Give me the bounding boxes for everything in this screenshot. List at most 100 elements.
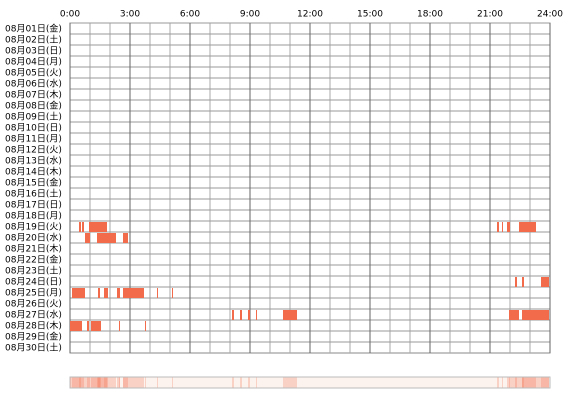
activity-segment [97,233,116,243]
summary-segment [157,377,158,388]
activity-segment [82,222,84,232]
activity-segment [70,321,82,331]
row-label: 08月10日(日) [5,123,62,134]
row-label: 08月22日(金) [5,254,62,266]
row-label: 08月06日(水) [5,78,62,90]
activity-segment [502,222,503,232]
summary-segment [123,377,144,388]
x-tick-label: 21:00 [477,10,503,20]
summary-segment [104,377,108,388]
summary-segment [515,377,517,388]
activity-segment [172,288,173,298]
activity-segment [89,222,107,232]
summary-segment [497,377,499,388]
summary-segment [522,377,524,388]
x-tick-label: 12:00 [297,10,323,20]
row-label: 08月16日(土) [5,188,62,200]
summary-segment [507,377,510,388]
row-label: 08月05日(火) [5,68,62,79]
summary-segment [145,377,146,388]
summary-segment [98,377,100,388]
row-label: 08月26日(火) [5,299,62,310]
activity-segment [119,321,120,331]
x-tick-label: 3:00 [120,10,140,20]
row-label: 08月15日(金) [5,177,62,189]
row-label: 08月19日(火) [5,222,62,233]
summary-segment [519,377,536,388]
row-label: 08月27日(水) [5,309,62,321]
row-label: 08月04日(月) [5,57,62,68]
x-tick-label: 15:00 [357,10,383,20]
x-tick-label: 0:00 [60,10,80,20]
summary-segment [89,377,107,388]
activity-segment [283,310,297,320]
row-label: 08月29日(金) [5,331,62,343]
row-label: 08月12日(火) [5,145,62,156]
summary-segment [232,377,234,388]
summary-segment [82,377,84,388]
row-label: 08月25日(月) [5,288,62,299]
activity-segment [98,288,100,298]
activity-segment [522,310,549,320]
activity-segment [515,277,517,287]
summary-segment [87,377,89,388]
activity-segment [507,222,510,232]
activity-segment [519,222,536,232]
summary-segment [119,377,120,388]
row-label: 08月14日(木) [5,166,62,178]
activity-segment [79,222,81,232]
summary-segment [283,377,297,388]
summary-segment [70,377,82,388]
row-label: 08月18日(月) [5,211,62,222]
x-tick-label: 24:00 [537,10,563,20]
summary-segment [123,377,128,388]
summary-segment [502,377,503,388]
row-label: 08月30日(土) [5,342,62,354]
row-label: 08月17日(日) [5,200,62,211]
row-label: 08月21日(木) [5,243,62,255]
activity-segment [91,321,101,331]
activity-segment [497,222,499,232]
summary-segment [72,377,85,388]
activity-segment [145,321,146,331]
row-label: 08月03日(日) [5,46,62,57]
row-label: 08月24日(日) [5,277,62,288]
row-label: 08月23日(土) [5,265,62,277]
activity-segment [87,321,89,331]
row-label: 08月11日(月) [5,134,62,145]
x-tick-label: 9:00 [240,10,260,20]
summary-segment [240,377,242,388]
summary-segment [91,377,101,388]
x-tick-label: 6:00 [180,10,200,20]
summary-strip [69,376,551,389]
activity-segment [509,310,519,320]
activity-segment [123,288,144,298]
row-label: 08月08日(金) [5,100,62,112]
summary-segment [172,377,173,388]
row-label: 08月02日(土) [5,34,62,46]
summary-segment [79,377,81,388]
activity-segment [522,277,524,287]
activity-segment [123,233,128,243]
row-label: 08月09日(土) [5,111,62,123]
activity-segment [157,288,158,298]
activity-segment [248,310,250,320]
row-label: 08月07日(木) [5,89,62,101]
summary-segment [248,377,250,388]
summary-segment [85,377,90,388]
summary-segment [509,377,519,388]
row-label: 08月13日(水) [5,155,62,167]
activity-segment [541,277,549,287]
activity-segment [232,310,234,320]
row-label: 08月28日(木) [5,320,62,332]
x-tick-label: 18:00 [417,10,443,20]
summary-segment [97,377,116,388]
activity-segment [256,310,257,320]
activity-segment [240,310,242,320]
summary-segment [541,377,549,388]
activity-segment [72,288,85,298]
activity-segment [117,288,120,298]
summary-segment [117,377,120,388]
row-label: 08月01日(金) [5,23,62,35]
